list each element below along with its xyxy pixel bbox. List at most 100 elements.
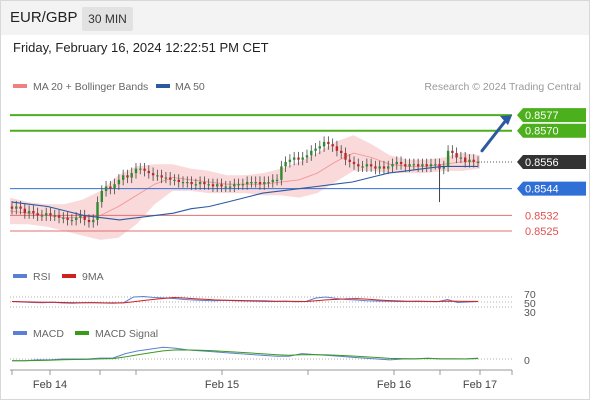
candle-body bbox=[113, 184, 116, 189]
price-tag-bg-0.8570 bbox=[517, 123, 586, 138]
rsi-legend-swatch bbox=[13, 274, 27, 278]
candle-body bbox=[455, 153, 458, 158]
candle-body bbox=[156, 175, 159, 177]
candle-body bbox=[468, 159, 471, 162]
candle-body bbox=[434, 164, 437, 166]
candle-body bbox=[429, 164, 433, 167]
candle-body bbox=[143, 168, 146, 171]
candle-body bbox=[198, 182, 202, 185]
candle-body bbox=[335, 146, 339, 151]
forecast-arrow-shaft bbox=[480, 118, 508, 153]
x-tick-label-feb17: Feb 17 bbox=[463, 379, 497, 391]
ma50-legend-swatch bbox=[156, 84, 170, 88]
candle-body bbox=[36, 213, 39, 216]
candle-body bbox=[169, 177, 172, 180]
candle-body bbox=[404, 164, 407, 167]
candle-body bbox=[263, 182, 266, 185]
rsi-tick-50: 50 bbox=[524, 298, 536, 310]
candle-body bbox=[130, 173, 133, 178]
candle-body bbox=[446, 150, 450, 167]
candle-body bbox=[340, 150, 343, 153]
rsi-ma-line bbox=[11, 296, 478, 304]
price-tag-0.8577: 0.8577 bbox=[525, 110, 559, 122]
candle-body bbox=[357, 164, 360, 167]
candle-body bbox=[374, 166, 377, 169]
rsi-ma-legend-swatch bbox=[62, 274, 76, 278]
bollinger-band-area bbox=[10, 135, 480, 240]
candle-body bbox=[57, 215, 61, 218]
candle-body bbox=[352, 161, 356, 165]
symbol-label: EUR/GBP bbox=[10, 9, 78, 26]
candle-body bbox=[181, 182, 185, 184]
candle-body bbox=[365, 164, 369, 167]
candle-body bbox=[139, 168, 142, 170]
candle-body bbox=[464, 157, 467, 162]
x-axis-ticks bbox=[11, 370, 513, 375]
candle-body bbox=[284, 161, 287, 167]
candle-body bbox=[194, 184, 198, 186]
candle-body bbox=[408, 164, 411, 167]
candle-body bbox=[92, 219, 95, 223]
candle-body bbox=[23, 208, 26, 214]
candle-body bbox=[15, 206, 18, 209]
candle-body bbox=[331, 144, 334, 147]
candle-body bbox=[228, 186, 232, 188]
macd-legend-swatch bbox=[13, 331, 27, 335]
candle-body bbox=[75, 217, 78, 220]
candle-body bbox=[348, 159, 351, 162]
candle-body bbox=[314, 148, 317, 151]
credit-text: Research © 2024 Trading Central bbox=[424, 81, 581, 93]
timestamp: Friday, February 16, 2024 12:22:51 PM CE… bbox=[13, 40, 269, 55]
candle-body bbox=[109, 186, 112, 189]
candle-body bbox=[87, 219, 91, 223]
price-tag-0.8532: 0.8532 bbox=[525, 210, 559, 222]
price-tag-0.8556: 0.8556 bbox=[525, 157, 559, 169]
candle-body bbox=[53, 215, 56, 217]
macd-tick-0: 0 bbox=[524, 355, 530, 367]
candle-body bbox=[233, 184, 236, 187]
candle-body bbox=[275, 179, 279, 181]
candle-body bbox=[267, 182, 270, 184]
forecast-arrow-head bbox=[500, 115, 512, 126]
macd-pane bbox=[10, 346, 512, 362]
bollinger-legend-label: MA 20 + Bollinger Bands bbox=[33, 81, 148, 93]
candle-body bbox=[327, 141, 330, 145]
candle-body bbox=[305, 155, 309, 158]
candle-body bbox=[19, 206, 22, 209]
candle-body bbox=[399, 161, 403, 165]
candle-body bbox=[27, 211, 31, 214]
candle-body bbox=[459, 157, 463, 159]
candle-body bbox=[293, 157, 296, 160]
candle-body bbox=[442, 166, 445, 169]
candle-body bbox=[203, 182, 206, 185]
rsi-tick-70: 70 bbox=[524, 289, 536, 301]
candle-body bbox=[254, 182, 257, 184]
price-levels bbox=[10, 114, 512, 232]
candle-body bbox=[220, 184, 223, 187]
candle-body bbox=[271, 179, 274, 182]
candle-body bbox=[412, 164, 416, 166]
candle-body bbox=[117, 179, 121, 185]
candle-body bbox=[79, 215, 82, 218]
candle-body bbox=[49, 213, 52, 216]
candle-body bbox=[344, 153, 347, 160]
bollinger-mid-line bbox=[9, 152, 480, 219]
macd-signal-legend-label: MACD Signal bbox=[95, 328, 158, 340]
candle-body bbox=[216, 184, 219, 187]
candle-body bbox=[472, 159, 475, 162]
candle-body bbox=[241, 184, 245, 186]
indicator-lines bbox=[11, 161, 512, 221]
candle-body bbox=[32, 211, 35, 214]
timeframe-button[interactable]: 30 MIN bbox=[82, 7, 133, 31]
candle-body bbox=[476, 161, 480, 164]
candle-body bbox=[301, 157, 304, 160]
candle-body bbox=[173, 179, 176, 181]
candle-body bbox=[160, 175, 163, 178]
macd-signal-line bbox=[12, 349, 479, 362]
candle-body bbox=[318, 146, 321, 149]
candle-body bbox=[391, 164, 394, 167]
rsi-tick-30: 30 bbox=[524, 307, 536, 319]
candle-body bbox=[147, 170, 150, 174]
candle-body bbox=[122, 175, 125, 180]
candle-body bbox=[126, 175, 129, 178]
